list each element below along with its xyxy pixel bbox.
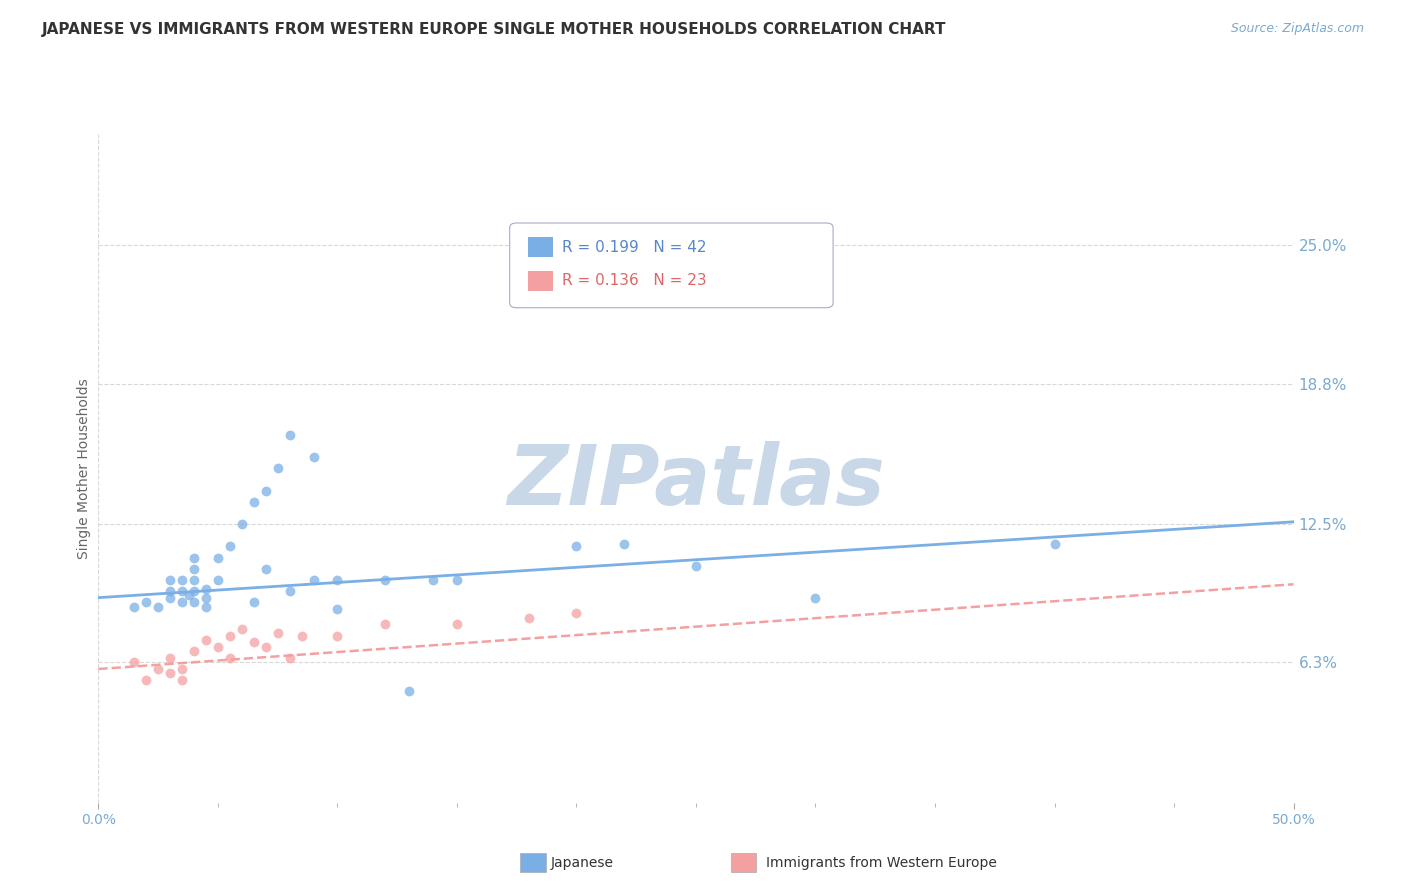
Point xyxy=(326,602,349,616)
Point xyxy=(172,573,194,587)
Point xyxy=(183,550,205,565)
Point xyxy=(159,584,181,599)
Point xyxy=(243,595,266,609)
Text: Japanese: Japanese xyxy=(551,855,614,870)
Point xyxy=(194,582,218,596)
Point xyxy=(159,651,181,665)
Point xyxy=(565,539,588,553)
Point xyxy=(613,537,636,551)
Point xyxy=(804,591,827,605)
Point xyxy=(254,640,277,654)
Point xyxy=(302,573,325,587)
Point xyxy=(183,644,205,658)
Point xyxy=(278,428,301,442)
Point xyxy=(207,573,229,587)
Point xyxy=(194,591,218,605)
Point xyxy=(172,673,194,688)
Point xyxy=(267,461,290,475)
Point xyxy=(398,684,420,698)
Point xyxy=(243,494,266,508)
Point xyxy=(254,562,277,576)
Point xyxy=(183,573,205,587)
Point xyxy=(124,599,146,614)
Point xyxy=(231,517,253,532)
Point xyxy=(148,599,170,614)
Point xyxy=(183,562,205,576)
Point xyxy=(194,599,218,614)
Point xyxy=(291,628,314,642)
Point xyxy=(254,483,277,498)
Point xyxy=(326,573,349,587)
Text: Source: ZipAtlas.com: Source: ZipAtlas.com xyxy=(1230,22,1364,36)
Point xyxy=(422,573,444,587)
Point xyxy=(179,589,201,603)
Point xyxy=(207,550,229,565)
Point xyxy=(172,584,194,599)
Point xyxy=(374,617,396,632)
Point xyxy=(278,651,301,665)
Point xyxy=(1043,537,1066,551)
Text: R = 0.199   N = 42: R = 0.199 N = 42 xyxy=(562,240,706,254)
Point xyxy=(172,662,194,676)
Point xyxy=(135,595,157,609)
Point xyxy=(194,633,218,648)
Point xyxy=(124,655,146,669)
Point xyxy=(219,628,242,642)
Point xyxy=(148,662,170,676)
Text: R = 0.136   N = 23: R = 0.136 N = 23 xyxy=(562,274,706,288)
Point xyxy=(159,666,181,681)
Y-axis label: Single Mother Households: Single Mother Households xyxy=(77,378,91,558)
Point xyxy=(685,559,707,574)
Text: JAPANESE VS IMMIGRANTS FROM WESTERN EUROPE SINGLE MOTHER HOUSEHOLDS CORRELATION : JAPANESE VS IMMIGRANTS FROM WESTERN EURO… xyxy=(42,22,946,37)
Point xyxy=(231,622,253,636)
Point xyxy=(219,651,242,665)
Point xyxy=(172,595,194,609)
Point xyxy=(243,635,266,649)
Text: Immigrants from Western Europe: Immigrants from Western Europe xyxy=(766,855,997,870)
Point xyxy=(267,626,290,640)
Point xyxy=(135,673,157,688)
Point xyxy=(565,607,588,621)
Point xyxy=(517,611,540,625)
Point xyxy=(183,595,205,609)
Point xyxy=(207,640,229,654)
Text: ZIPatlas: ZIPatlas xyxy=(508,442,884,522)
Point xyxy=(219,539,242,553)
Point xyxy=(374,573,396,587)
Point xyxy=(159,591,181,605)
Point xyxy=(446,573,468,587)
Point xyxy=(326,628,349,642)
Point xyxy=(159,573,181,587)
Point xyxy=(446,617,468,632)
Point xyxy=(183,584,205,599)
Point xyxy=(278,584,301,599)
Point xyxy=(302,450,325,465)
